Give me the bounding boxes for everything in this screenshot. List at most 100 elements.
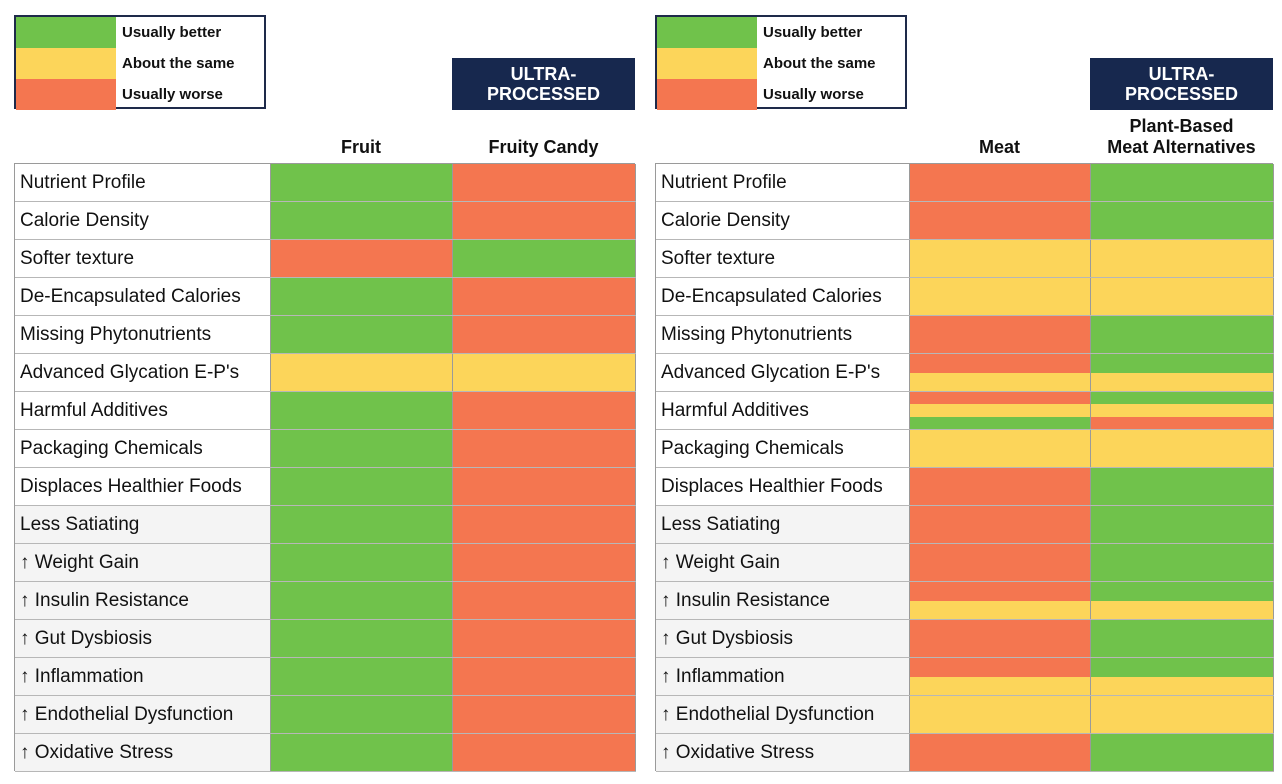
row-label: Calorie Density — [656, 202, 910, 239]
table-row: ↑ Endothelial Dysfunction — [656, 696, 1274, 734]
rating-cell — [453, 278, 636, 315]
rating-cell — [271, 202, 453, 239]
ultra-processed-badge: ULTRA- PROCESSED — [1090, 58, 1273, 110]
rating-red — [453, 620, 635, 657]
rating-yellow — [910, 600, 1090, 619]
rating-cell — [271, 316, 453, 353]
rating-cell — [453, 430, 636, 467]
rating-yellow — [1091, 600, 1273, 619]
rating-red — [453, 696, 635, 733]
column-header-fruit: Fruit — [341, 137, 381, 157]
rating-yellow — [453, 354, 635, 391]
rating-red — [453, 392, 635, 429]
rating-red — [910, 544, 1090, 581]
rating-red — [453, 506, 635, 543]
rating-cell — [271, 392, 453, 429]
table-row: De-Encapsulated Calories — [15, 278, 636, 316]
row-label: Less Satiating — [656, 506, 910, 543]
table-row: Calorie Density — [656, 202, 1274, 240]
table-row: Packaging Chemicals — [656, 430, 1274, 468]
rating-cell — [271, 240, 453, 277]
table-row: Displaces Healthier Foods — [656, 468, 1274, 506]
row-label: De-Encapsulated Calories — [656, 278, 910, 315]
legend-swatch-yellow — [16, 48, 116, 79]
rating-cell — [271, 544, 453, 581]
rating-cell — [1091, 240, 1274, 277]
rating-green — [271, 392, 452, 429]
rating-green — [1091, 506, 1273, 543]
rating-green — [271, 278, 452, 315]
rating-cell — [910, 620, 1091, 657]
fruit-vs-candy-panel: Usually better About the same Usually wo… — [14, 15, 636, 772]
row-label: Less Satiating — [15, 506, 271, 543]
rating-cell — [271, 278, 453, 315]
rating-green — [1091, 164, 1273, 201]
rating-yellow — [910, 676, 1090, 695]
rating-cell — [910, 544, 1091, 581]
rating-cell — [1091, 582, 1274, 619]
rating-cell — [910, 582, 1091, 619]
rating-cell — [453, 468, 636, 505]
rating-yellow — [1091, 278, 1273, 315]
rating-cell — [453, 164, 636, 201]
rating-green — [1091, 468, 1273, 505]
rating-green — [910, 416, 1090, 429]
ultra-processed-badge: ULTRA- PROCESSED — [452, 58, 635, 110]
table-row: ↑ Weight Gain — [656, 544, 1274, 582]
rating-red — [1091, 416, 1273, 429]
rating-green — [1091, 392, 1273, 405]
rating-cell — [910, 506, 1091, 543]
rating-green — [271, 620, 452, 657]
rating-cell — [1091, 354, 1274, 391]
rating-red — [453, 734, 635, 771]
rating-yellow — [910, 404, 1090, 417]
rating-yellow — [1091, 676, 1273, 695]
rating-red — [910, 202, 1090, 239]
row-label: Harmful Additives — [15, 392, 271, 429]
rating-green — [1091, 202, 1273, 239]
table-row: Calorie Density — [15, 202, 636, 240]
rating-yellow — [1091, 696, 1273, 733]
rating-cell — [453, 392, 636, 429]
rating-cell — [910, 430, 1091, 467]
table-row: Advanced Glycation E-P's — [656, 354, 1274, 392]
rating-cell — [453, 202, 636, 239]
legend-item-worse: Usually worse — [16, 79, 264, 110]
rating-red — [910, 582, 1090, 601]
rating-red — [453, 164, 635, 201]
rating-green — [1091, 544, 1273, 581]
rating-cell — [453, 506, 636, 543]
rating-yellow — [1091, 372, 1273, 391]
rating-cell — [271, 658, 453, 695]
table-row: Missing Phytonutrients — [656, 316, 1274, 354]
rating-red — [910, 316, 1090, 353]
rating-red — [910, 392, 1090, 405]
rating-green — [271, 164, 452, 201]
rating-green — [1091, 316, 1273, 353]
rating-cell — [1091, 164, 1274, 201]
row-label: Displaces Healthier Foods — [656, 468, 910, 505]
legend-swatch-red — [657, 79, 757, 110]
rating-green — [271, 734, 452, 771]
table-row: ↑ Gut Dysbiosis — [656, 620, 1274, 658]
rating-cell — [453, 544, 636, 581]
rating-red — [453, 544, 635, 581]
row-label: ↑ Gut Dysbiosis — [656, 620, 910, 657]
rating-cell — [1091, 202, 1274, 239]
rating-cell — [453, 582, 636, 619]
rating-green — [271, 202, 452, 239]
legend-item-same: About the same — [657, 48, 905, 79]
table-row: Harmful Additives — [656, 392, 1274, 430]
rating-cell — [453, 658, 636, 695]
row-label: ↑ Weight Gain — [656, 544, 910, 581]
legend-item-better: Usually better — [657, 17, 905, 48]
legend-item-better: Usually better — [16, 17, 264, 48]
rating-green — [271, 696, 452, 733]
legend: Usually better About the same Usually wo… — [655, 15, 907, 110]
table-row: Displaces Healthier Foods — [15, 468, 636, 506]
rating-cell — [1091, 316, 1274, 353]
row-label: ↑ Endothelial Dysfunction — [656, 696, 910, 733]
rating-cell — [271, 582, 453, 619]
table-row: ↑ Endothelial Dysfunction — [15, 696, 636, 734]
legend-item-worse: Usually worse — [657, 79, 905, 110]
